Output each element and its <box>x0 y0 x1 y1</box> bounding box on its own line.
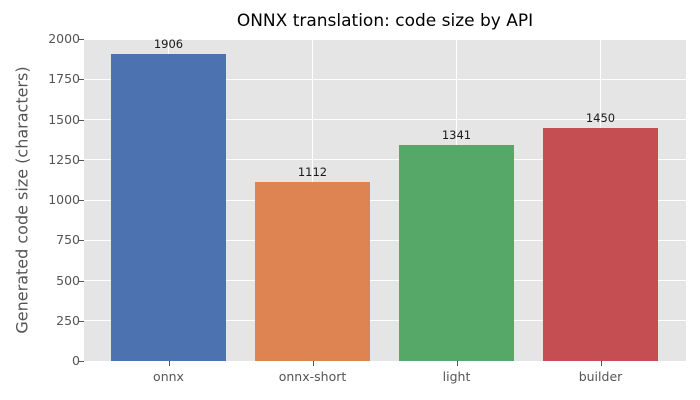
bar-value-label: 1341 <box>441 128 472 143</box>
bar-builder <box>543 127 658 361</box>
x-tick-mark <box>600 361 602 366</box>
x-tick-mark <box>168 361 170 366</box>
y-tick-mark <box>79 320 84 322</box>
bar-value-label: 1112 <box>297 164 328 179</box>
gridline-horizontal <box>84 280 686 281</box>
chart-title: ONNX translation: code size by API <box>236 11 534 31</box>
gridline-horizontal <box>84 360 686 362</box>
x-tick-label: builder <box>578 369 623 384</box>
gridline-horizontal <box>84 239 686 241</box>
y-tick-label: 750 <box>56 232 80 248</box>
gridline-horizontal <box>84 320 686 322</box>
y-tick-mark <box>79 200 84 201</box>
y-tick-mark <box>79 159 84 161</box>
gridline-horizontal <box>84 38 686 40</box>
bar-onnx-short <box>255 181 370 361</box>
bar-value-label: 1450 <box>585 110 616 125</box>
bar-value-label: 1906 <box>153 37 184 52</box>
y-tick-label: 1250 <box>48 151 80 167</box>
y-tick-mark <box>79 280 84 282</box>
x-tick-label: onnx <box>153 369 184 384</box>
y-tick-mark <box>79 119 84 121</box>
y-tick-label: 1750 <box>48 71 80 87</box>
y-tick-label: 250 <box>56 312 80 328</box>
bar-onnx <box>111 54 226 361</box>
y-tick-label: 500 <box>56 272 80 288</box>
y-tick-mark <box>79 79 84 81</box>
y-tick-label: 1500 <box>48 111 80 127</box>
y-tick-label: 0 <box>72 353 80 368</box>
y-tick-mark <box>79 240 84 242</box>
y-tick-label: 2000 <box>48 31 80 46</box>
plot-area: 1906 1112 1341 1450 <box>84 37 686 362</box>
x-tick-mark <box>312 361 314 366</box>
gridline-horizontal <box>84 119 686 120</box>
y-tick-mark <box>79 39 84 40</box>
gridline-horizontal <box>84 199 686 201</box>
bar-light <box>399 145 514 361</box>
x-tick-mark <box>456 361 458 366</box>
x-tick-label: light <box>442 369 471 384</box>
gridline-horizontal <box>84 159 686 161</box>
x-tick-label: onnx-short <box>278 369 347 384</box>
gridline-horizontal <box>84 78 686 80</box>
y-tick-mark <box>79 361 84 362</box>
y-tick-label: 1000 <box>48 192 80 207</box>
